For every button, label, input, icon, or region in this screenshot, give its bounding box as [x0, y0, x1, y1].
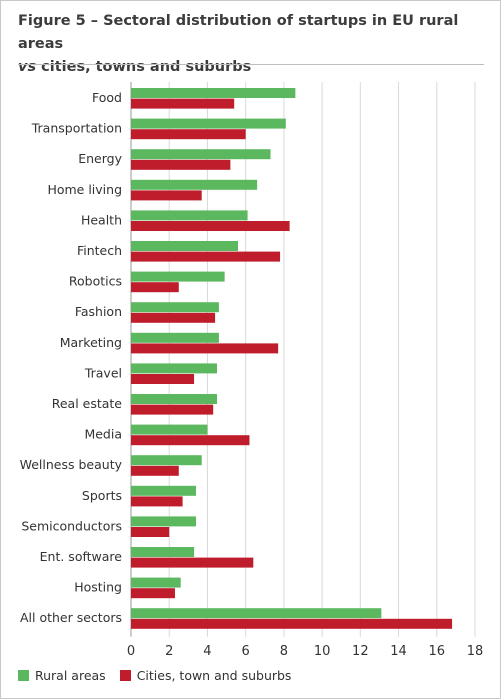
category-label: Fintech	[77, 243, 122, 258]
figure-title: Figure 5 – Sectoral distribution of star…	[18, 10, 488, 79]
x-tick-label: 4	[203, 644, 211, 659]
bar-rural	[131, 485, 196, 496]
title-vs: vs	[18, 59, 37, 75]
bar-rural	[131, 302, 219, 313]
category-label: Semiconductors	[21, 518, 122, 533]
category-label: All other sectors	[20, 610, 122, 625]
bar-cities	[131, 129, 246, 140]
figure-label: Figure 5	[18, 13, 86, 29]
category-label: Sports	[82, 488, 122, 503]
category-label: Fashion	[75, 304, 122, 319]
bar-rural	[131, 577, 181, 588]
legend-swatch-cities	[119, 670, 131, 681]
category-label: Robotics	[69, 274, 122, 289]
category-label: Health	[81, 212, 122, 227]
title-dash: –	[85, 13, 104, 29]
legend-label-rural: Rural areas	[35, 668, 106, 683]
bar-cities	[131, 496, 183, 507]
legend-swatch-rural	[18, 670, 29, 681]
bar-rural	[131, 424, 208, 435]
bar-rural	[131, 118, 286, 129]
bar-cities	[131, 159, 231, 170]
legend-item-cities: Cities, town and suburbs	[119, 668, 292, 683]
bar-rural	[131, 88, 296, 98]
x-tick-label: 10	[314, 644, 331, 659]
bar-cities	[131, 312, 216, 323]
bar-cities	[131, 435, 250, 446]
bar-rural	[131, 547, 195, 557]
bar-rural	[131, 332, 219, 343]
x-tick-label: 8	[280, 644, 288, 659]
title-text-1: Sectoral distribution of startups in EU …	[18, 13, 459, 52]
bar-cities	[131, 282, 179, 293]
bar-rural	[131, 149, 271, 160]
category-label: Food	[92, 90, 122, 105]
category-labels: Food Transportation Energy Home living Healt…	[20, 90, 123, 625]
title-line-2: vs cities, towns and suburbs	[18, 56, 488, 79]
bar-cities	[131, 404, 214, 415]
bar-rural	[131, 363, 217, 374]
bar-cities	[131, 343, 279, 354]
bar-cities	[131, 588, 175, 599]
bar-rural	[131, 241, 239, 251]
chart-grid	[130, 82, 476, 637]
bar-rural	[131, 455, 202, 466]
bar-cities	[131, 190, 202, 201]
x-tick-labels: 0 2 4 6 8 10 12 14 16 18	[127, 644, 483, 659]
category-label: Ent. software	[40, 549, 123, 564]
bar-cities	[131, 527, 170, 537]
category-label: Home living	[47, 182, 122, 197]
category-label: Wellness beauty	[20, 457, 123, 472]
x-tick-label: 2	[165, 644, 173, 659]
legend-label-cities: Cities, town and suburbs	[136, 668, 292, 683]
bar-cities	[131, 251, 281, 262]
bar-rural	[131, 394, 217, 404]
category-label: Travel	[84, 365, 122, 380]
x-tick-label: 16	[429, 644, 446, 659]
bar-rural	[131, 516, 196, 527]
title-rule	[18, 64, 484, 65]
x-tick-label: 6	[242, 644, 250, 659]
category-label: Hosting	[74, 580, 122, 595]
x-tick-label: 18	[467, 644, 484, 659]
bar-cities	[131, 557, 254, 568]
x-tick-label: 12	[352, 644, 369, 659]
bar-cities	[131, 465, 179, 476]
title-line-1: Figure 5 – Sectoral distribution of star…	[18, 10, 488, 56]
category-label: Real estate	[52, 396, 123, 411]
bar-rural	[131, 210, 248, 221]
x-tick-label: 0	[127, 644, 135, 659]
chart-legend: Rural areas Cities, town and suburbs	[18, 668, 305, 683]
category-label: Transportation	[31, 121, 122, 136]
bar-cities	[131, 618, 453, 629]
bar-rural	[131, 608, 382, 619]
legend-item-rural: Rural areas	[18, 668, 106, 683]
bar-cities	[131, 221, 290, 231]
bar-cities	[131, 374, 195, 384]
chart-bars	[131, 88, 453, 629]
bar-cities	[131, 98, 235, 109]
category-label: Media	[84, 427, 122, 442]
title-text-2: cities, towns and suburbs	[36, 59, 252, 75]
x-tick-label: 14	[390, 644, 407, 659]
bar-rural	[131, 271, 225, 282]
category-label: Energy	[78, 151, 122, 166]
category-label: Marketing	[60, 335, 122, 350]
bar-rural	[131, 179, 258, 190]
